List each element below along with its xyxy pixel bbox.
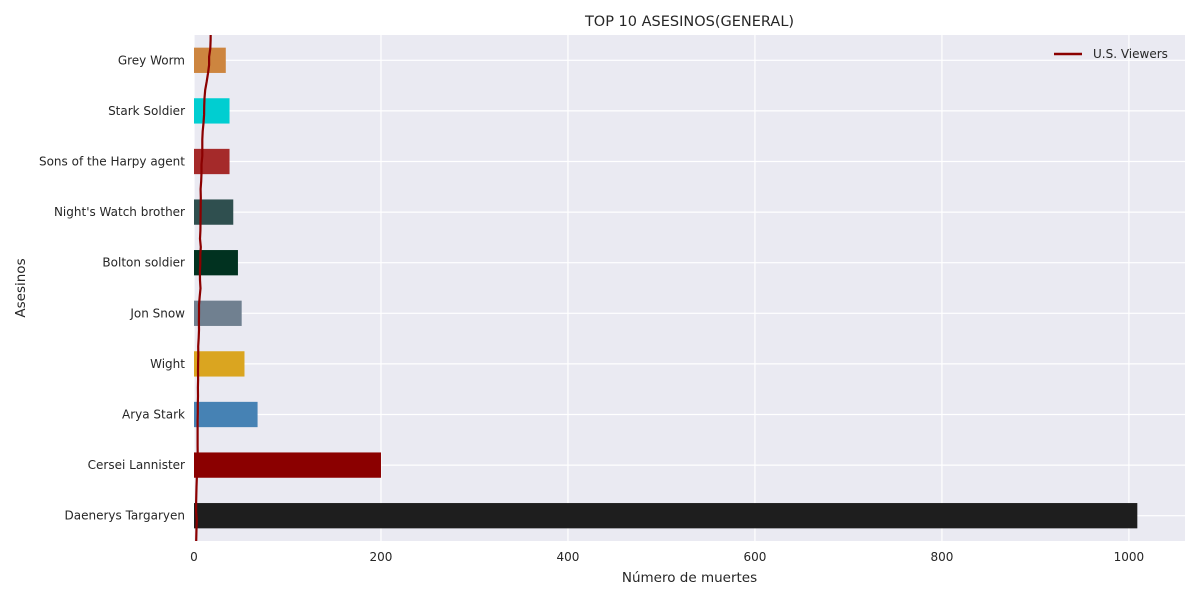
x-tick-label: 1000 xyxy=(1114,550,1145,564)
x-tick-labels: 0 200 400 600 800 1000 xyxy=(190,550,1144,564)
y-tick-label: Cersei Lannister xyxy=(88,458,185,472)
bar xyxy=(194,98,230,124)
bar xyxy=(194,401,258,428)
chart-title: TOP 10 ASESINOS(GENERAL) xyxy=(584,14,794,30)
x-tick-label: 200 xyxy=(370,550,393,564)
y-tick-label: Stark Soldier xyxy=(108,104,185,118)
line-series-path xyxy=(195,35,212,541)
bar xyxy=(194,300,242,326)
y-tick-label: Grey Worm xyxy=(118,53,185,67)
y-tick-label: Wight xyxy=(150,357,185,371)
bar xyxy=(194,148,230,175)
x-axis-title: Número de muertes xyxy=(622,570,757,586)
y-tick-labels: Daenerys Targaryen Cersei Lannister Arya S… xyxy=(39,53,185,522)
x-tick-label: 800 xyxy=(930,550,953,564)
legend: U.S. Viewers xyxy=(1054,47,1168,61)
x-tick-label: 400 xyxy=(557,550,580,564)
bar xyxy=(194,503,1138,529)
y-tick-label: Jon Snow xyxy=(129,306,185,320)
y-tick-label: Arya Stark xyxy=(122,408,185,422)
bar xyxy=(194,452,381,478)
bar xyxy=(194,351,245,377)
x-tick-label: 600 xyxy=(743,550,766,564)
legend-label: U.S. Viewers xyxy=(1093,47,1168,61)
y-tick-label: Bolton soldier xyxy=(102,256,185,270)
y-tick-label: Daenerys Targaryen xyxy=(65,509,185,523)
y-tick-label: Sons of the Harpy agent xyxy=(39,155,185,169)
line-series xyxy=(195,35,212,541)
y-tick-label: Night's Watch brother xyxy=(54,205,185,219)
x-tick-label: 0 xyxy=(190,550,198,564)
y-axis-title: Asesinos xyxy=(13,258,29,317)
